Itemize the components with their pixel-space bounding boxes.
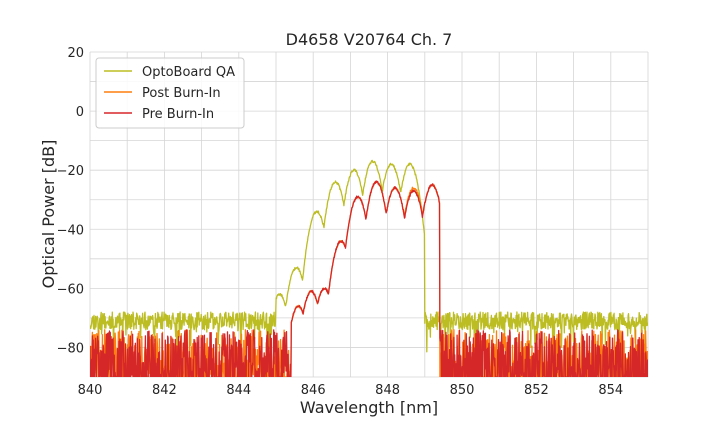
x-tick-label: 844 <box>226 383 251 398</box>
legend: OptoBoard QA Post Burn-In Pre Burn-In <box>95 57 245 129</box>
series-lines <box>90 159 648 377</box>
legend-label-pre-burn-in: Pre Burn-In <box>142 107 214 122</box>
ticks: 840 842 844 846 848 850 852 854 20 0 −20 −40 −60 −80 <box>57 46 624 398</box>
y-tick-label: 0 <box>76 105 84 120</box>
x-axis-label: Wavelength [nm] <box>300 398 438 417</box>
series-line-optoboard-qa <box>90 159 648 359</box>
chart-title: D4658 V20764 Ch. 7 <box>286 30 453 49</box>
legend-label-optoboard-qa: OptoBoard QA <box>142 65 235 80</box>
x-tick-label: 854 <box>598 383 623 398</box>
legend-frame <box>95 57 245 129</box>
series-line-pre-burn-in <box>90 180 648 377</box>
x-tick-label: 852 <box>524 383 549 398</box>
x-tick-label: 848 <box>375 383 400 398</box>
y-tick-label: −60 <box>57 282 84 297</box>
x-tick-label: 840 <box>78 383 103 398</box>
y-tick-label: −80 <box>57 341 84 356</box>
legend-label-post-burn-in: Post Burn-In <box>142 86 221 101</box>
y-axis-label: Optical Power [dB] <box>39 140 58 289</box>
x-tick-label: 850 <box>450 383 475 398</box>
y-tick-label: 20 <box>67 46 84 61</box>
y-tick-label: −40 <box>57 223 84 238</box>
y-tick-label: −20 <box>57 164 84 179</box>
x-tick-label: 842 <box>152 383 177 398</box>
x-tick-label: 846 <box>301 383 326 398</box>
